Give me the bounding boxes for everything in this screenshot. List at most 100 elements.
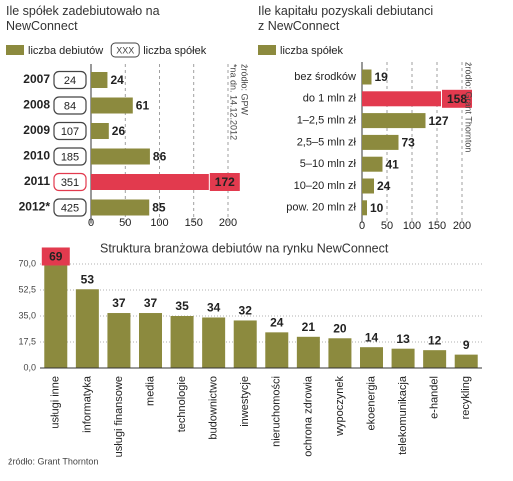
bar	[75, 289, 99, 368]
legend-label: liczba debiutów	[28, 45, 103, 57]
x-tick-label: wypoczynek	[334, 376, 346, 437]
bar	[362, 178, 374, 194]
bar	[362, 156, 383, 172]
value-label: 86	[153, 150, 167, 164]
value-label: 41	[386, 157, 400, 171]
value-label: 32	[239, 304, 253, 318]
x-tick-label: 200	[453, 220, 471, 232]
x-tick-label: nieruchomości	[271, 376, 283, 447]
category-label: 1–2,5 mln zł	[297, 115, 357, 127]
x-tick-label: e-handel	[429, 376, 441, 419]
category-label: 2007	[23, 72, 50, 86]
count-box	[53, 198, 87, 217]
value-label: 21	[302, 320, 316, 334]
y-tick-label: 70,0	[18, 258, 36, 268]
value-label: 24	[110, 73, 124, 87]
count-label: 84	[64, 100, 76, 112]
category-label: 2012*	[19, 200, 51, 214]
annotation: źródło: Grant Thornton	[8, 456, 98, 466]
value-label: 10	[370, 201, 384, 215]
bar	[91, 174, 209, 190]
x-tick-label: technologie	[176, 376, 188, 432]
value-label: 9	[463, 338, 470, 352]
value-label-box	[41, 247, 70, 266]
category-label: 2008	[23, 98, 50, 112]
legend-label: liczba spółek	[280, 45, 343, 57]
category-label: 2011	[24, 174, 50, 188]
chart-title: Ile spółek zadebiutowało na NewConnect	[6, 4, 160, 33]
bar	[362, 134, 399, 150]
value-label: 85	[152, 201, 166, 215]
legend-box-text: XXX	[116, 45, 134, 55]
count-box	[53, 147, 87, 166]
x-tick-label: 50	[381, 220, 393, 232]
bar	[362, 113, 426, 129]
bar	[454, 354, 478, 368]
value-label: 34	[207, 301, 221, 315]
bar	[328, 338, 352, 368]
bar	[265, 332, 289, 368]
count-box	[53, 70, 87, 90]
x-tick-label: media	[144, 375, 156, 406]
value-label: 53	[81, 272, 95, 286]
x-tick-label: 100	[150, 217, 168, 229]
x-tick-label: 50	[119, 217, 131, 229]
bar	[170, 316, 194, 368]
x-tick-label: 100	[403, 220, 421, 232]
bar	[423, 350, 447, 368]
bar	[296, 336, 320, 368]
category-label: 2010	[23, 149, 50, 163]
value-label: 19	[375, 70, 389, 84]
bar	[362, 91, 441, 107]
bar	[91, 148, 150, 165]
value-label-box	[442, 89, 472, 108]
category-label: do 1 mln zł	[303, 93, 357, 105]
y-tick-label: 17,5	[18, 336, 36, 346]
x-tick-label: ochrona zdrowia	[302, 375, 314, 457]
category-label: 10–20 mln zł	[294, 180, 357, 192]
value-label: 172	[215, 175, 235, 189]
category-label: pow. 20 mln zł	[286, 202, 356, 214]
x-tick-label: telekomunikacja	[397, 375, 409, 455]
value-label: 73	[402, 136, 416, 150]
bar	[91, 97, 133, 114]
value-label: 20	[333, 321, 347, 335]
x-tick-label: budownictwo	[208, 376, 220, 440]
x-tick-label: informatyka	[81, 375, 93, 433]
count-box	[53, 121, 87, 141]
legend-swatch	[6, 45, 24, 55]
value-label: 61	[136, 99, 150, 113]
y-tick-label: 52,5	[18, 284, 36, 294]
value-label: 24	[270, 316, 284, 330]
count-label: 351	[61, 177, 79, 189]
value-label: 69	[49, 250, 63, 264]
x-tick-label: usługi finansowe	[113, 376, 125, 457]
bar	[107, 313, 131, 368]
value-label: 12	[428, 333, 442, 347]
count-label: 24	[64, 75, 76, 87]
bar	[91, 72, 108, 88]
annotation: źródło: Grant Thornton	[464, 62, 474, 152]
bar	[362, 69, 372, 85]
bar	[91, 123, 109, 139]
chart-title: Struktura branżowa debiutów na rynku New…	[100, 241, 389, 255]
x-tick-label: recykling	[460, 376, 472, 419]
y-tick-label: 35,0	[18, 310, 36, 320]
chart-title: Ile kapitału pozyskali debiutanci z NewCo…	[258, 4, 433, 33]
bar	[139, 313, 162, 368]
count-label: 185	[61, 151, 79, 163]
count-box	[53, 172, 87, 192]
annotation: źródło: GPW	[240, 64, 250, 116]
value-label: 24	[377, 179, 391, 193]
value-label: 37	[112, 296, 126, 310]
category-label: 2,5–5 mln zł	[297, 136, 357, 148]
value-label: 127	[429, 114, 449, 128]
x-tick-label: 150	[428, 220, 446, 232]
value-label: 35	[175, 299, 189, 313]
category-label: bez środków	[294, 71, 356, 83]
value-label: 26	[112, 124, 126, 138]
y-tick-label: 0,0	[23, 362, 36, 372]
bar	[202, 317, 226, 368]
bar	[362, 200, 367, 216]
